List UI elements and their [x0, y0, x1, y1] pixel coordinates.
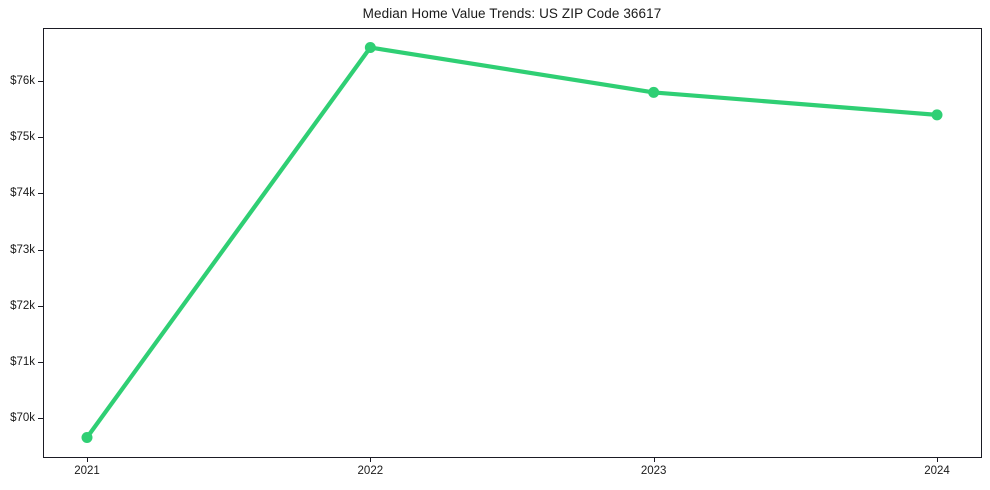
line-series [84, 45, 940, 440]
x-tick-label: 2021 [74, 465, 100, 477]
data-point-marker [931, 109, 943, 121]
data-point-marker [81, 431, 93, 443]
y-tick-label: $72k [10, 299, 35, 312]
x-tick-label: 2024 [924, 465, 950, 477]
y-tick-label: $74k [10, 187, 35, 200]
y-tick-label: $71k [10, 355, 35, 368]
plot-frame [43, 28, 982, 458]
data-point-marker [364, 42, 376, 54]
y-tick-label: $70k [10, 411, 35, 424]
y-tick-label: $75k [10, 131, 35, 144]
y-tick-label: $73k [10, 243, 35, 256]
x-tick-label: 2023 [640, 465, 667, 477]
data-point-marker [648, 86, 660, 98]
chart-title: Median Home Value Trends: US ZIP Code 36… [362, 6, 662, 21]
x-tick-label: 2022 [357, 465, 384, 477]
y-tick-label: $76k [10, 75, 35, 88]
